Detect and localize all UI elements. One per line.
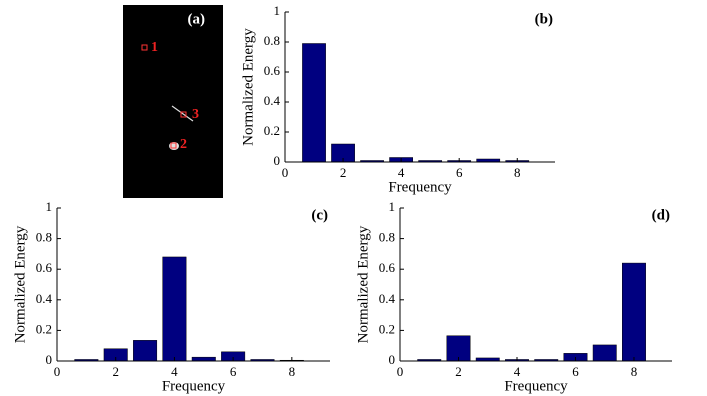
- x-tick-label: 6: [456, 165, 463, 180]
- bar: [163, 257, 186, 361]
- y-tick-label: 0.8: [36, 230, 52, 245]
- x-tick-label: 2: [340, 165, 347, 180]
- y-tick-label: 0.4: [379, 291, 396, 306]
- x-axis-title: Frequency: [388, 179, 452, 195]
- x-tick-label: 6: [572, 364, 579, 379]
- y-tick-label: 0: [274, 153, 281, 168]
- panel-label: (b): [535, 11, 553, 27]
- panel-label: (d): [652, 207, 670, 223]
- x-axis-title: Frequency: [162, 378, 226, 394]
- x-tick-label: 6: [230, 364, 237, 379]
- y-axis-title: Normalized Energy: [355, 225, 371, 343]
- y-tick-label: 0.4: [264, 93, 281, 108]
- x-tick-label: 2: [112, 364, 119, 379]
- bar: [302, 44, 325, 163]
- y-tick-label: 0: [389, 352, 396, 367]
- marker-label: 2: [180, 137, 187, 152]
- y-tick-label: 0: [46, 352, 53, 367]
- x-tick-label: 4: [398, 165, 405, 180]
- bar: [593, 345, 616, 361]
- y-tick-label: 0.4: [36, 291, 53, 306]
- image-panel: [123, 5, 223, 198]
- panel-label: (a): [188, 11, 206, 27]
- y-tick-label: 0.6: [264, 63, 281, 78]
- y-tick-label: 1: [46, 199, 53, 214]
- x-tick-label: 0: [282, 165, 289, 180]
- bar: [133, 340, 156, 361]
- bar: [622, 263, 645, 361]
- x-tick-label: 8: [631, 364, 638, 379]
- y-axis-title: Normalized Energy: [12, 225, 28, 343]
- y-tick-label: 0.8: [379, 230, 395, 245]
- marker-label: 3: [192, 107, 199, 122]
- x-tick-label: 0: [54, 364, 61, 379]
- y-tick-label: 1: [389, 199, 396, 214]
- bar: [192, 357, 215, 361]
- y-tick-label: 0.6: [379, 260, 396, 275]
- y-tick-label: 1: [274, 3, 281, 18]
- x-axis-title: Frequency: [504, 378, 568, 394]
- y-tick-label: 0.8: [264, 33, 280, 48]
- y-axis-title: Normalized Energy: [240, 28, 256, 146]
- x-tick-label: 4: [171, 364, 178, 379]
- figure: (a) 1 3 2 0 0.2 0.4 0.6 0.8 1 0 2 4 6 8 Frequency No…: [0, 0, 707, 396]
- x-tick-label: 8: [289, 364, 296, 379]
- x-tick-label: 2: [455, 364, 462, 379]
- x-tick-label: 0: [397, 364, 404, 379]
- panel-label: (c): [311, 207, 328, 223]
- marker-label: 1: [151, 40, 158, 55]
- y-tick-label: 0.2: [379, 321, 395, 336]
- x-tick-label: 8: [514, 165, 521, 180]
- y-tick-label: 0.6: [36, 260, 53, 275]
- y-tick-label: 0.2: [264, 123, 280, 138]
- y-tick-label: 0.2: [36, 321, 52, 336]
- x-tick-label: 4: [514, 364, 521, 379]
